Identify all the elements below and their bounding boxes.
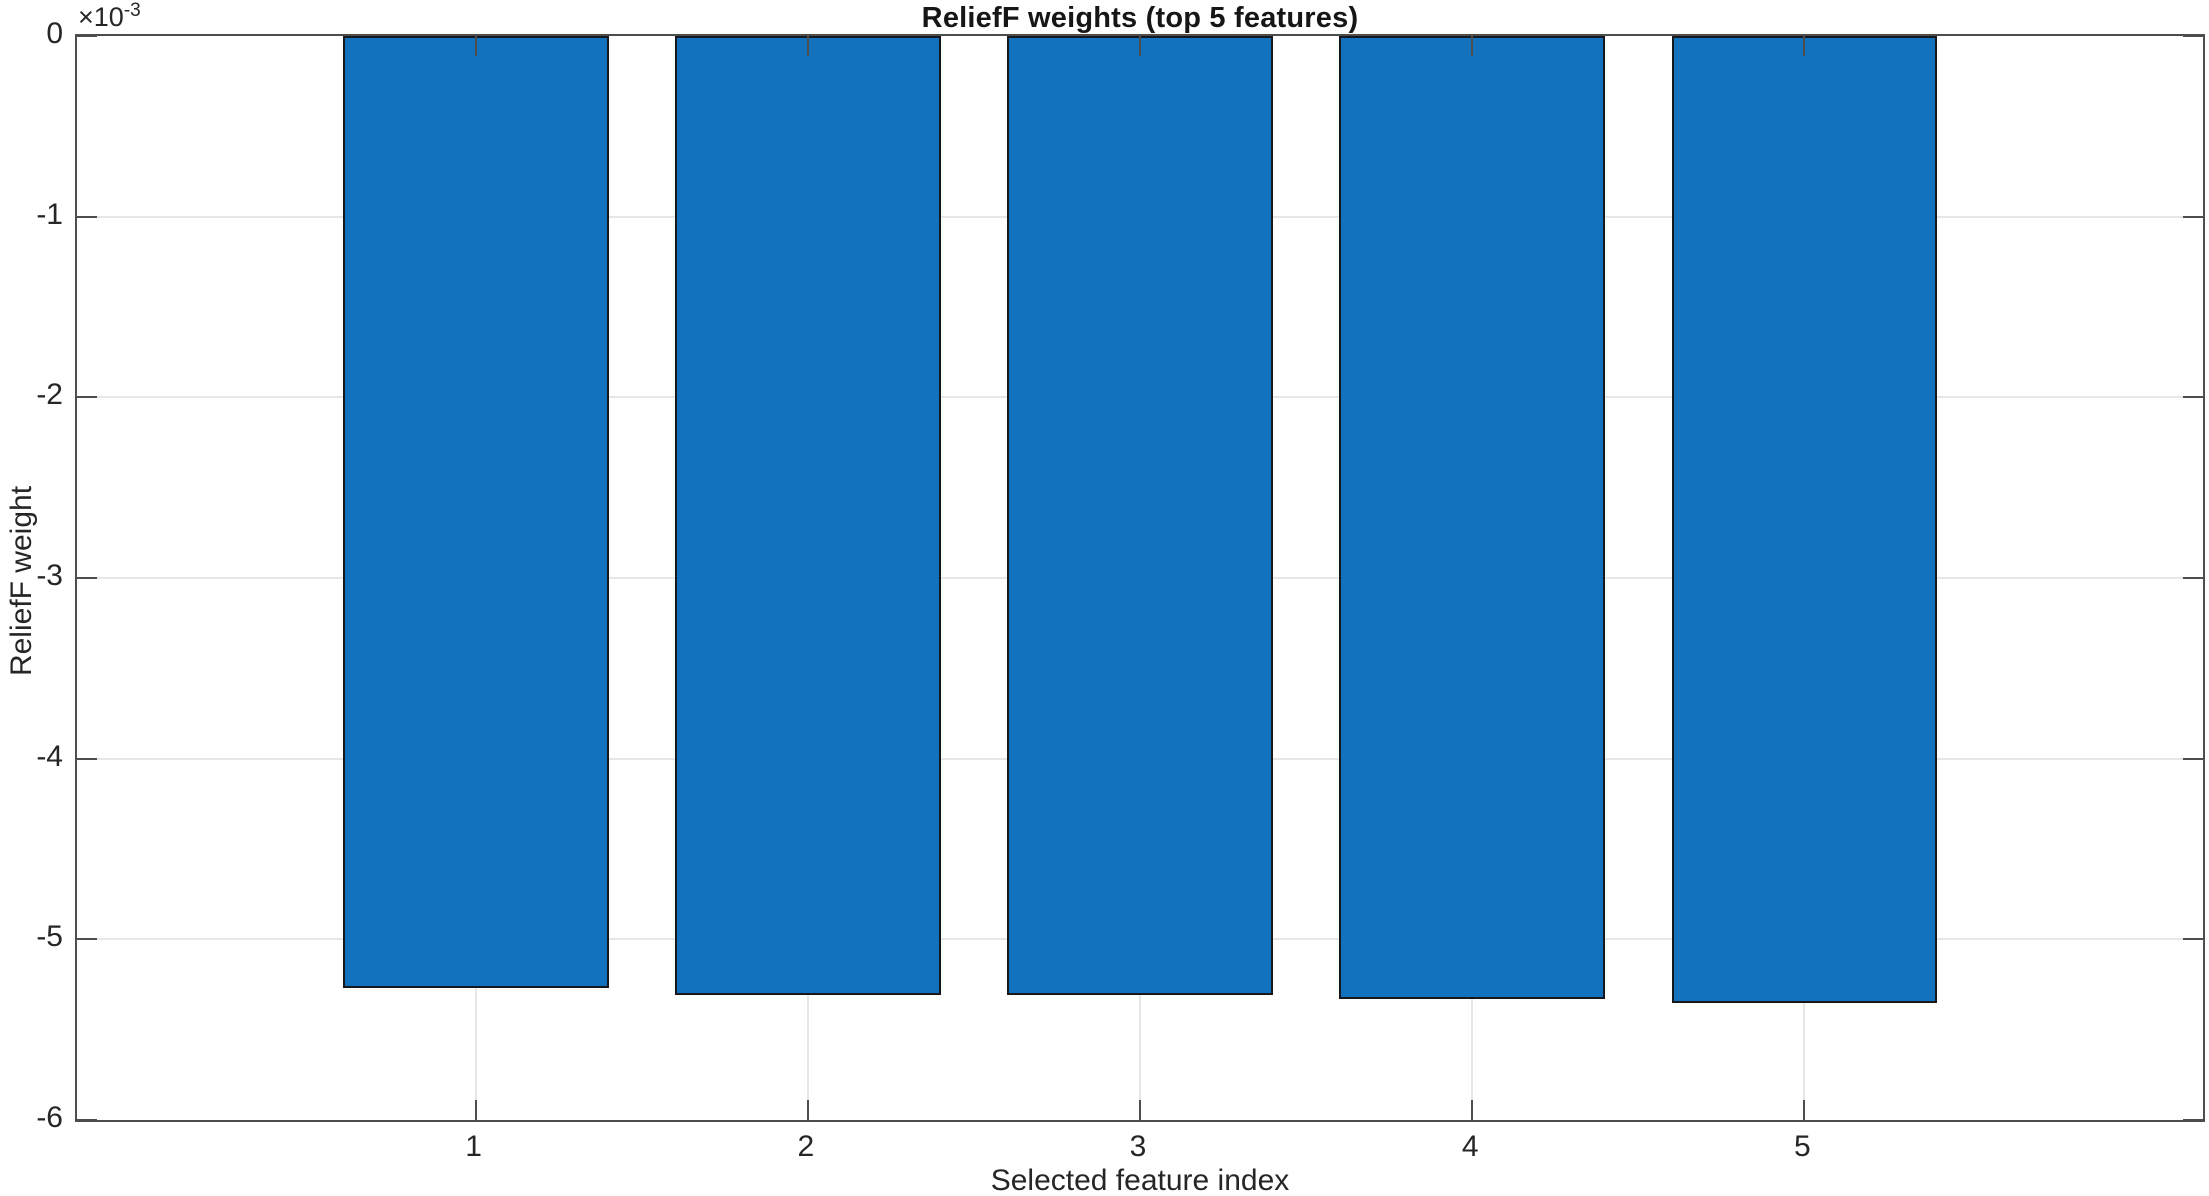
bar xyxy=(1339,36,1606,999)
x-tick-mark xyxy=(1139,36,1141,56)
y-tick-mark xyxy=(2183,1119,2203,1121)
y-tick-mark xyxy=(77,757,97,760)
y-tick-label: -2 xyxy=(36,378,63,412)
chart-title: ReliefF weights (top 5 features) xyxy=(921,2,1359,34)
y-tick-label: -4 xyxy=(36,739,63,773)
y-tick-label: -6 xyxy=(36,1101,63,1134)
y-tick-mark xyxy=(2183,215,2203,218)
y-tick-label: -1 xyxy=(36,197,63,231)
y-tick-mark xyxy=(77,215,97,218)
x-tick-mark xyxy=(1803,1100,1806,1120)
y-tick-mark xyxy=(77,1119,97,1121)
x-tick-mark xyxy=(1471,1100,1474,1120)
y-tick-mark xyxy=(77,938,97,941)
x-tick-mark xyxy=(806,1100,809,1120)
x-tick-mark xyxy=(1471,36,1474,56)
y-tick-label: 0 xyxy=(46,17,63,50)
x-tick-mark xyxy=(474,36,477,56)
bar xyxy=(1007,36,1273,996)
plot-area xyxy=(75,34,2205,1122)
y-axis-exponent-base: ×10 xyxy=(78,2,124,32)
x-tick-mark xyxy=(1139,1100,1141,1120)
y-axis-label: ReliefF weight xyxy=(5,485,38,677)
x-axis-label: Selected feature index xyxy=(990,1164,1290,1196)
bar xyxy=(1671,36,1938,1003)
x-tick-mark xyxy=(474,1100,477,1120)
x-tick-mark xyxy=(1803,36,1806,56)
y-tick-mark xyxy=(2183,938,2203,941)
y-axis-exponent: ×10-3 xyxy=(78,0,141,33)
x-tick-mark xyxy=(806,36,809,56)
bar xyxy=(674,36,941,996)
bar xyxy=(342,36,609,989)
y-tick-mark xyxy=(77,396,97,399)
y-tick-mark xyxy=(2183,757,2203,760)
y-tick-mark xyxy=(2183,35,2203,37)
x-tick-label: 1 xyxy=(465,1130,482,1163)
y-tick-mark xyxy=(77,35,97,37)
y-tick-label: -3 xyxy=(36,559,63,592)
y-tick-mark xyxy=(2183,396,2203,399)
x-tick-label: 5 xyxy=(1794,1130,1811,1163)
y-axis-exponent-power: -3 xyxy=(123,0,141,21)
y-tick-mark xyxy=(77,577,97,579)
x-tick-label: 3 xyxy=(1129,1130,1147,1163)
x-tick-label: 4 xyxy=(1461,1130,1479,1163)
y-tick-mark xyxy=(2183,577,2203,579)
y-tick-label: -5 xyxy=(36,920,63,954)
x-tick-label: 2 xyxy=(797,1130,815,1163)
